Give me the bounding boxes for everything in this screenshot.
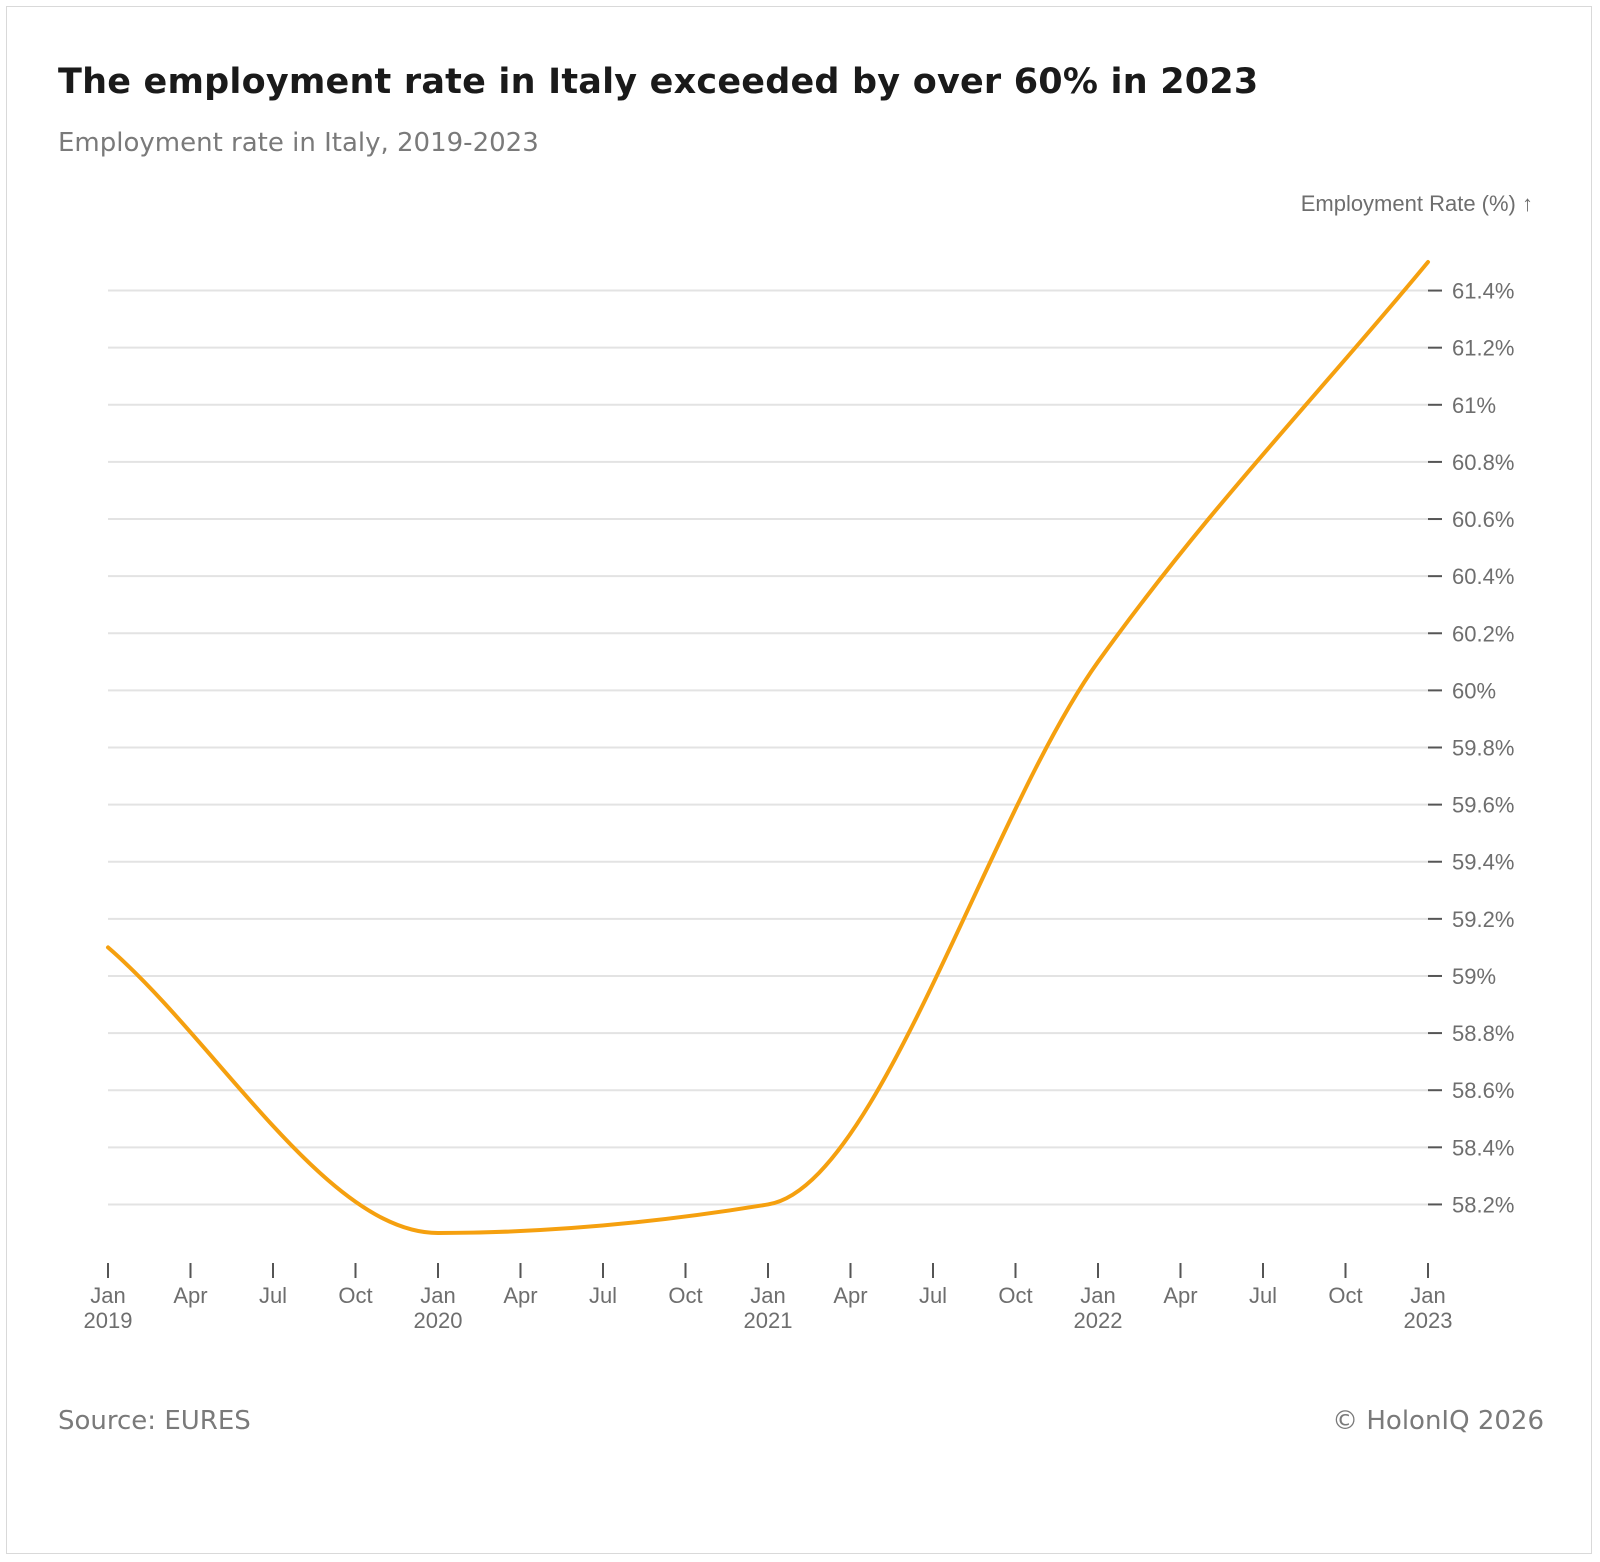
x-tick-label: Jan: [90, 1283, 125, 1308]
chart-card: [6, 6, 1592, 1554]
y-tick-label: 58.4%: [1452, 1135, 1514, 1160]
y-tick-label: 60.4%: [1452, 564, 1514, 589]
y-tick-label: 59.4%: [1452, 850, 1514, 875]
x-tick-label: Jan: [420, 1283, 455, 1308]
gridlines: [108, 289, 1428, 1206]
x-tick-year-label: 2022: [1074, 1308, 1123, 1333]
x-tick-year-label: 2020: [414, 1308, 463, 1333]
x-tick-year-label: 2023: [1404, 1308, 1453, 1333]
chart-subtitle: Employment rate in Italy, 2019-2023: [58, 128, 539, 158]
source-note: Source: EURES: [58, 1406, 251, 1436]
copyright-note: © HolonIQ 2026: [1332, 1406, 1544, 1436]
y-axis-title: Employment Rate (%) ↑: [1301, 191, 1533, 216]
x-tick-year-label: 2021: [744, 1308, 793, 1333]
x-tick-label: Jul: [919, 1283, 947, 1308]
x-tick-label: Apr: [173, 1283, 207, 1308]
y-tick-label: 60.8%: [1452, 450, 1514, 475]
y-tick-label: 60.6%: [1452, 507, 1514, 532]
x-tick-label: Apr: [503, 1283, 537, 1308]
y-tick-label: 61%: [1452, 393, 1496, 418]
series-line: [106, 260, 1430, 1235]
y-tick-label: 59.8%: [1452, 736, 1514, 761]
x-tick-label: Jul: [259, 1283, 287, 1308]
y-tick-label: 59.2%: [1452, 907, 1514, 932]
x-tick-label: Jan: [1080, 1283, 1115, 1308]
x-tick-label: Apr: [1163, 1283, 1197, 1308]
x-tick-year-label: 2019: [84, 1308, 133, 1333]
y-tick-label: 61.2%: [1452, 336, 1514, 361]
x-tick-label: Jul: [589, 1283, 617, 1308]
chart-title: The employment rate in Italy exceeded by…: [58, 62, 1259, 102]
x-tick-label: Jan: [750, 1283, 785, 1308]
x-tick-label: Oct: [1328, 1283, 1362, 1308]
x-tick-label: Oct: [668, 1283, 702, 1308]
y-tick-label: 61.4%: [1452, 279, 1514, 304]
y-tick-label: 59%: [1452, 964, 1496, 989]
y-axis: 58.2% 58.4% 58.6% 58.8% 59% 59.2% 59.4% 59.6% 59…: [1428, 279, 1514, 1217]
y-tick-label: 60.2%: [1452, 621, 1514, 646]
y-tick-label: 58.8%: [1452, 1021, 1514, 1046]
x-tick-label: Oct: [338, 1283, 372, 1308]
series-layer: [106, 260, 1430, 1235]
y-tick-label: 59.6%: [1452, 793, 1514, 818]
x-tick-label: Jul: [1249, 1283, 1277, 1308]
x-tick-label: Apr: [833, 1283, 867, 1308]
y-tick-label: 58.6%: [1452, 1078, 1514, 1103]
x-tick-label: Oct: [998, 1283, 1032, 1308]
y-tick-label: 60%: [1452, 678, 1496, 703]
y-tick-label: 58.2%: [1452, 1192, 1514, 1217]
x-tick-label: Jan: [1410, 1283, 1445, 1308]
